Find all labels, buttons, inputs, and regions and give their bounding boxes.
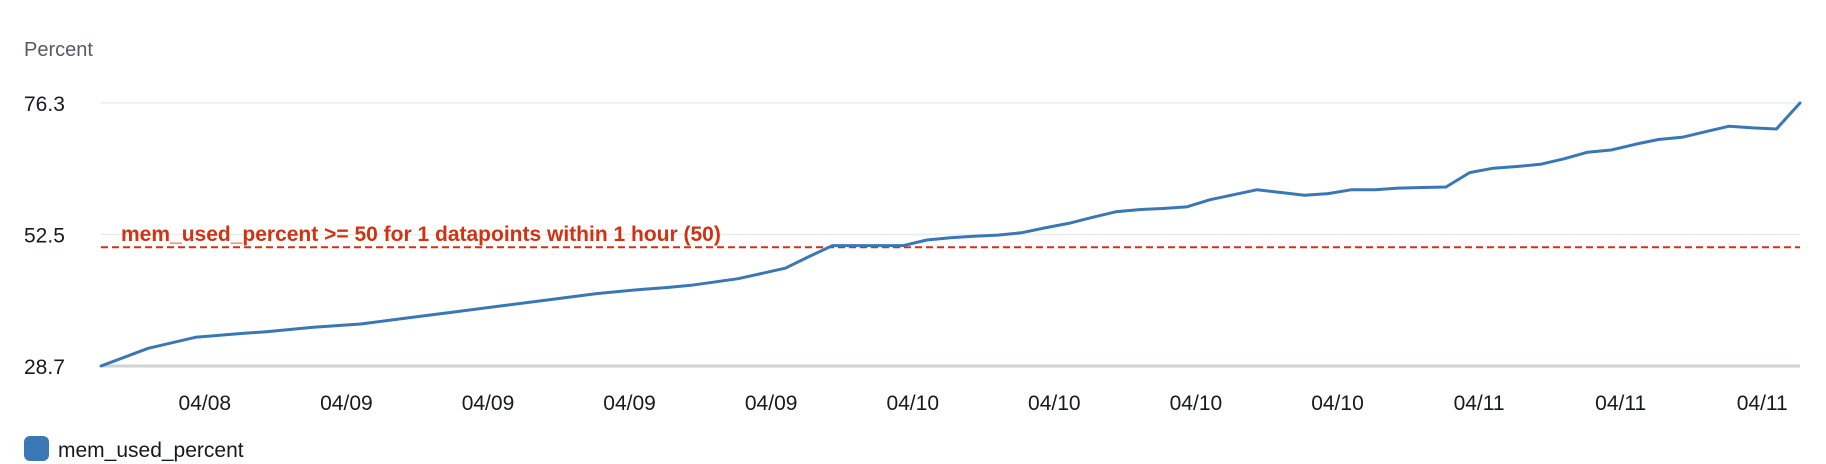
y-axis-ticks: 76.3 52.5 28.7 (24, 93, 65, 379)
y-tick-label: 76.3 (24, 93, 65, 116)
x-tick-label: 04/09 (745, 392, 798, 415)
x-tick-label: 04/11 (1595, 392, 1646, 415)
x-tick-label: 04/10 (1311, 392, 1364, 415)
legend-item[interactable]: mem_used_percent (24, 436, 244, 462)
x-tick-label: 04/11 (1454, 392, 1505, 415)
threshold-annotation: mem_used_percent >= 50 for 1 datapoints … (101, 223, 1800, 249)
legend[interactable]: mem_used_percent (24, 436, 244, 462)
x-tick-label: 04/09 (320, 392, 373, 415)
grid-lines (101, 102, 1800, 368)
legend-label: mem_used_percent (58, 439, 244, 462)
x-axis-ticks: 04/08 04/09 04/09 04/09 04/09 04/10 04/10 04/10… (179, 392, 1788, 415)
x-tick-label: 04/10 (1170, 392, 1223, 415)
x-tick-label: 04/09 (462, 392, 515, 415)
x-tick-label: 04/10 (886, 392, 939, 415)
x-tick-label: 04/08 (179, 392, 232, 415)
y-axis-label: Percent (24, 39, 93, 61)
series-layer (99, 101, 1802, 368)
series-line-mem-used-percent (99, 101, 1802, 368)
y-tick-label: 52.5 (24, 225, 65, 248)
x-tick-label: 04/09 (603, 392, 656, 415)
x-tick-label: 04/10 (1028, 392, 1081, 415)
y-tick-label: 28.7 (24, 356, 65, 379)
x-tick-label: 04/11 (1737, 392, 1788, 415)
legend-swatch (24, 436, 49, 461)
threshold-label: mem_used_percent >= 50 for 1 datapoints … (121, 223, 721, 246)
